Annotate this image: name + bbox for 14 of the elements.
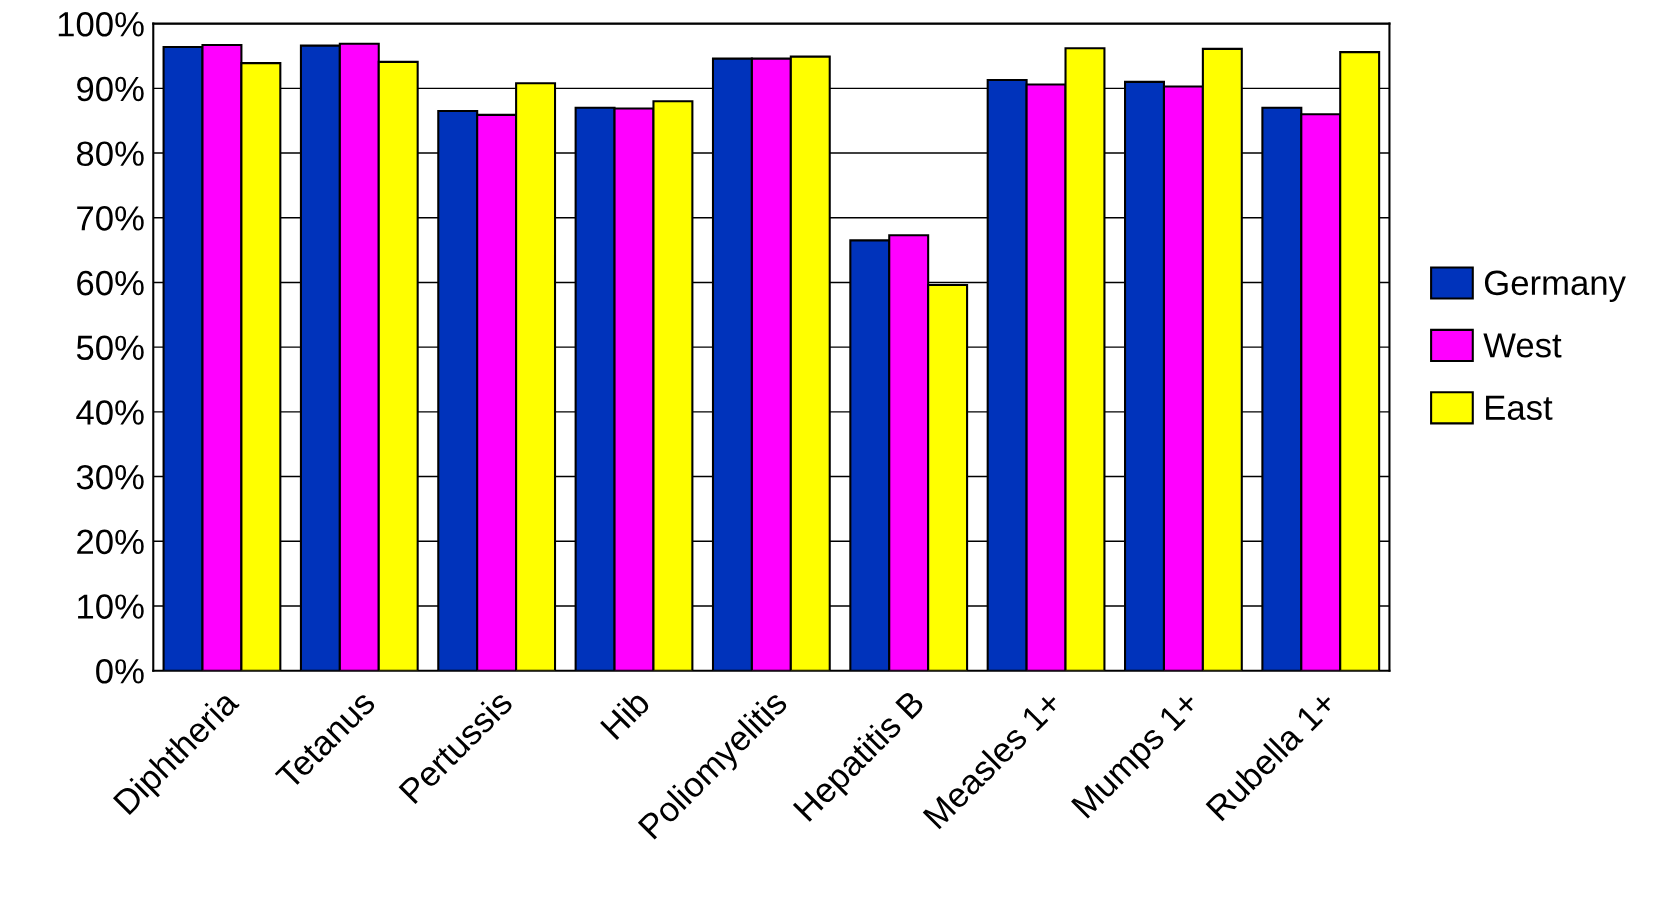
- y-tick-label: 0%: [96, 659, 144, 684]
- y-tick-label: 90%: [77, 76, 144, 102]
- y-tick-label: 10%: [78, 594, 144, 619]
- y-tick-label: 50%: [76, 335, 144, 361]
- legend-label: East: [1486, 395, 1553, 421]
- y-tick-label: 80%: [76, 141, 144, 166]
- y-tick-label: 30%: [76, 464, 144, 490]
- y-tick-label: 40%: [76, 400, 144, 425]
- y-tick-label: 60%: [77, 270, 144, 296]
- y-tick-label: 20%: [77, 529, 144, 555]
- legend-label: West: [1483, 333, 1562, 358]
- legend-label: Germany: [1484, 270, 1626, 303]
- y-tick-label: 70%: [77, 206, 144, 231]
- y-tick-label: 100%: [58, 12, 144, 37]
